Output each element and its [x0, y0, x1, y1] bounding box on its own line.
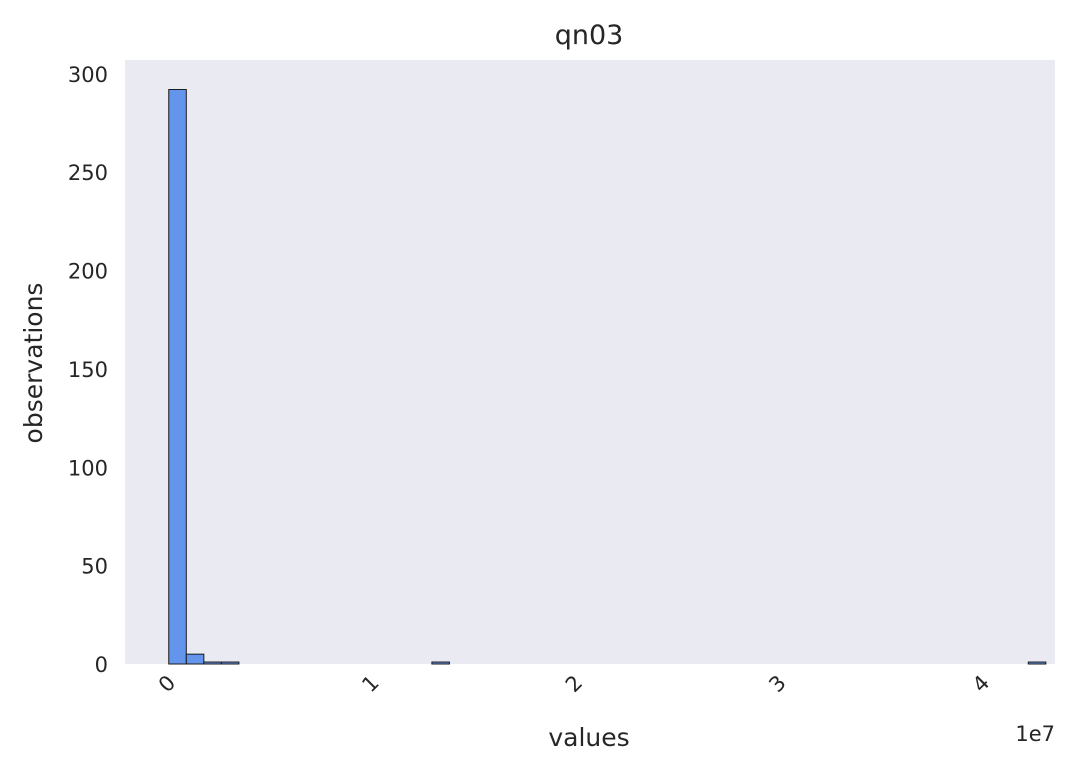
y-axis-label: observations	[19, 283, 48, 444]
bars-group	[168, 89, 1047, 665]
y-tick-label: 200	[68, 260, 108, 284]
x-tick-label: 0	[154, 671, 180, 697]
plot-area	[125, 60, 1055, 664]
y-tick-label: 100	[68, 456, 108, 480]
y-tick-label: 300	[68, 63, 108, 87]
y-axis-ticks: 0 50 100 150 200 250 300	[68, 63, 108, 677]
x-tick-label: 3	[764, 671, 790, 697]
histogram-bar	[1027, 661, 1047, 665]
histogram-bar	[203, 661, 222, 665]
y-tick-label: 250	[68, 161, 108, 185]
x-tick-label: 4	[968, 671, 994, 697]
x-axis-offset-label: 1e7	[1015, 722, 1055, 746]
x-axis-ticks: 0 1 2 3 4	[154, 671, 994, 697]
histogram-bar	[431, 661, 450, 665]
y-tick-label: 50	[81, 555, 108, 579]
x-tick-label: 1	[357, 671, 383, 697]
x-axis-label: values	[548, 723, 629, 752]
x-tick-label: 2	[561, 671, 587, 697]
y-tick-label: 0	[95, 653, 108, 677]
histogram-bar	[220, 661, 240, 665]
chart-title: qn03	[555, 20, 624, 51]
histogram-bar	[185, 653, 205, 665]
y-tick-label: 150	[68, 358, 108, 382]
histogram-bar	[168, 89, 187, 665]
